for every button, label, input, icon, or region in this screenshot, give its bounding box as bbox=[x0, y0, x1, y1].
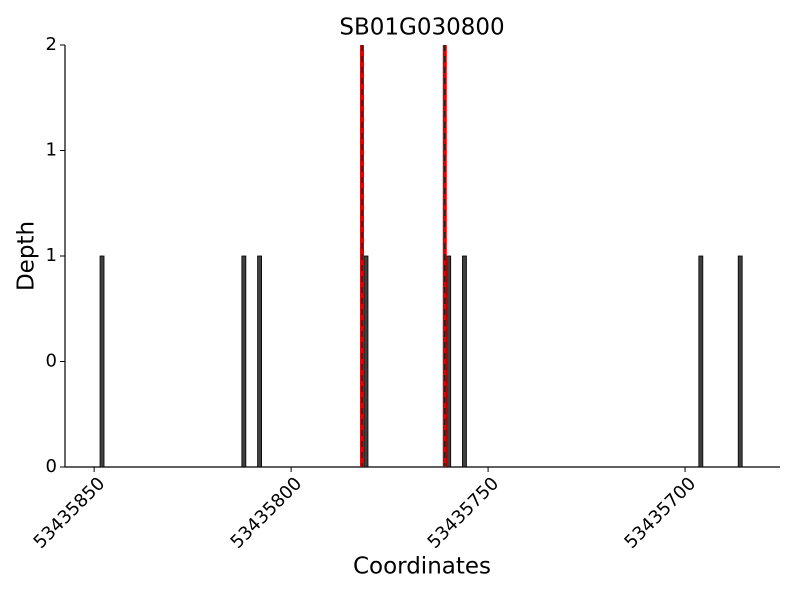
y-tick-label: 1 bbox=[46, 140, 57, 161]
chart-title: SB01G030800 bbox=[339, 15, 504, 41]
bar bbox=[446, 255, 452, 468]
y-tick-label: 2 bbox=[46, 34, 57, 55]
x-axis-label: Coordinates bbox=[353, 554, 491, 580]
bar bbox=[698, 255, 704, 468]
bar bbox=[462, 255, 467, 468]
bar bbox=[257, 255, 263, 468]
y-tick-label: 0 bbox=[46, 351, 57, 372]
bar bbox=[241, 255, 247, 468]
y-tick-label: 0 bbox=[46, 456, 57, 477]
y-tick-label: 1 bbox=[46, 245, 57, 266]
y-axis-label: Depth bbox=[14, 221, 40, 291]
bar bbox=[99, 255, 105, 468]
bar bbox=[737, 255, 743, 468]
bar bbox=[363, 255, 369, 468]
